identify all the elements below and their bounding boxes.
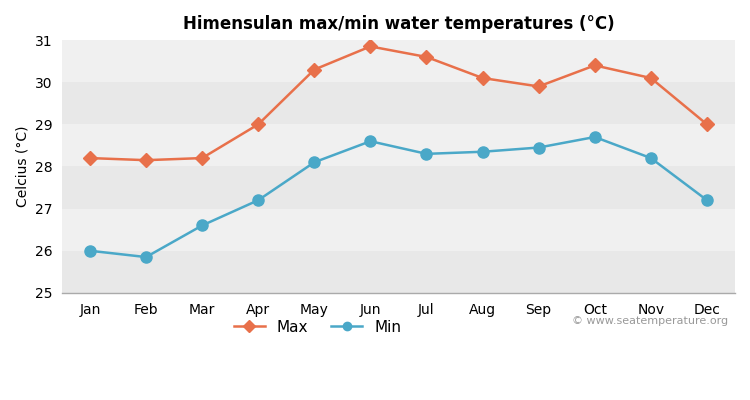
Max [703, 122, 712, 127]
Min [254, 198, 262, 202]
Min [590, 135, 599, 140]
Y-axis label: Celcius (°C): Celcius (°C) [15, 126, 29, 207]
Max [86, 156, 94, 160]
Min [86, 248, 94, 253]
Bar [62, 166, 735, 209]
Min [534, 145, 543, 150]
Min [478, 149, 487, 154]
Bar [62, 82, 735, 124]
Max [254, 122, 262, 127]
Max [590, 63, 599, 68]
Max [534, 84, 543, 89]
Min [310, 160, 319, 165]
Min [422, 152, 431, 156]
Min [142, 255, 151, 260]
Max [646, 76, 656, 80]
Bar [62, 124, 735, 166]
Min [703, 198, 712, 202]
Title: Himensulan max/min water temperatures (°C): Himensulan max/min water temperatures (°… [183, 15, 614, 33]
Bar [62, 251, 735, 293]
Legend: Max, Min: Max, Min [228, 314, 407, 341]
Min [366, 139, 375, 144]
Max [478, 76, 487, 80]
Bar [62, 209, 735, 251]
Bar [62, 40, 735, 82]
Text: © www.seatemperature.org: © www.seatemperature.org [572, 316, 728, 326]
Min [646, 156, 656, 160]
Line: Min: Min [85, 132, 712, 263]
Line: Max: Max [85, 42, 712, 165]
Max [198, 156, 207, 160]
Max [366, 44, 375, 49]
Max [142, 158, 151, 162]
Max [310, 67, 319, 72]
Min [198, 223, 207, 228]
Max [422, 54, 431, 59]
